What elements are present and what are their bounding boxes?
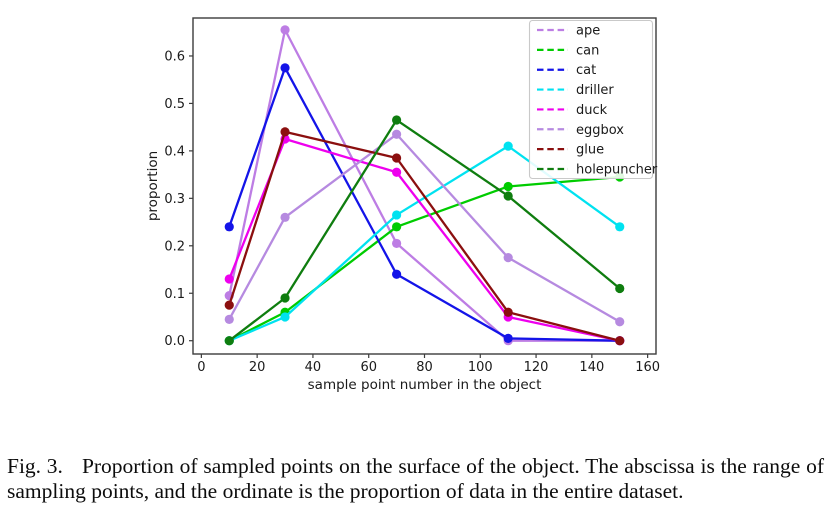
legend-label-duck: duck [576,103,608,118]
data-point-cat [224,222,234,232]
data-point-cat [503,333,513,343]
data-point-driller [615,222,625,232]
data-point-cat [392,269,402,279]
x-tick-label: 40 [305,360,322,375]
data-point-eggbox [280,212,290,222]
data-point-ape [280,25,290,35]
figure-caption: Fig. 3. Proportion of sampled points on t… [7,454,824,504]
x-tick-label: 120 [524,360,549,375]
data-point-glue [503,307,513,317]
data-point-eggbox [503,253,513,263]
figure-caption-label: Fig. 3. [7,453,63,478]
data-point-duck [392,167,402,177]
x-tick-label: 60 [360,360,377,375]
data-point-ape [392,238,402,249]
x-tick-label: 80 [416,360,433,375]
data-point-eggbox [615,317,625,327]
data-point-holepuncher [615,283,625,294]
x-tick-label: 140 [579,360,604,375]
legend-label-eggbox: eggbox [576,123,624,138]
data-point-holepuncher [224,336,234,346]
y-tick-label: 0.6 [164,49,185,64]
legend-label-ape: ape [576,24,600,39]
data-point-glue [224,300,234,310]
x-tick-label: 20 [249,360,266,375]
data-point-cat [280,63,290,73]
data-point-duck [224,274,234,284]
figure-caption-text: Proportion of sampled points on the surf… [7,453,824,503]
legend-label-can: can [576,43,599,58]
x-tick-label: 0 [197,360,205,375]
legend-label-cat: cat [576,63,596,78]
y-tick-label: 0.0 [164,334,185,349]
data-point-holepuncher [392,115,402,125]
data-point-driller [280,312,290,322]
data-point-glue [280,127,290,137]
legend-box [528,19,654,180]
figure-panel: 0 20 40 60 80 100 120 140 160 0.0 0.1 0.2 0.3 0.4 0.5 0… [145,17,660,393]
line-chart: 0 20 40 60 80 100 120 140 160 0.0 0.1 0.2 0.3 0.4 0.5 0… [145,17,660,393]
y-tick-label: 0.1 [164,287,185,302]
data-point-eggbox [224,314,234,324]
legend-label-driller: driller [576,83,614,98]
x-tick-label: 100 [468,360,493,375]
legend-label-glue: glue [576,143,604,158]
legend-label-holepuncher: holepuncher [576,162,658,177]
data-point-holepuncher [280,293,290,303]
data-point-eggbox [392,129,402,139]
data-point-can [392,222,402,232]
x-axis-label: sample point number in the object [308,377,542,393]
y-tick-label: 0.2 [164,239,185,254]
data-point-can [503,181,513,192]
data-point-glue [392,153,402,163]
data-point-driller [503,141,513,151]
y-tick-label: 0.4 [164,144,185,159]
y-tick-label: 0.3 [164,192,185,207]
y-tick-label: 0.5 [164,97,185,112]
y-axis-label: proportion [145,151,161,221]
data-point-driller [392,210,402,220]
x-tick-label: 160 [635,360,660,375]
data-point-glue [615,336,625,346]
data-point-holepuncher [503,191,513,201]
